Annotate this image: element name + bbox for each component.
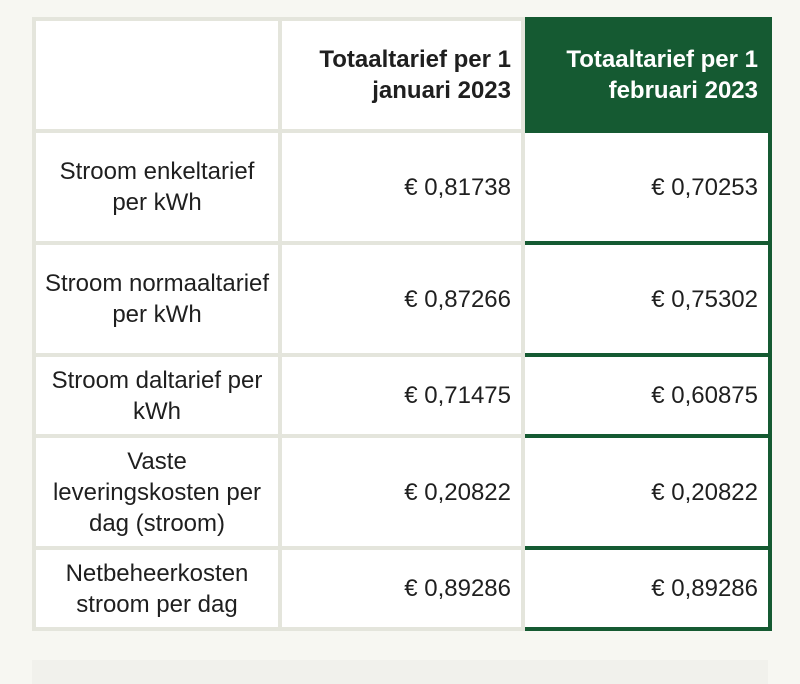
- january-value: € 0,71475: [278, 353, 525, 438]
- tariff-table: Totaaltarief per 1 januari 2023 Totaalta…: [32, 17, 772, 631]
- table-row: Vaste leveringskosten per dag (stroom) €…: [32, 434, 772, 550]
- january-value: € 0,81738: [278, 129, 525, 245]
- row-label: Netbeheerkosten stroom per dag: [32, 546, 282, 631]
- january-value: € 0,89286: [278, 546, 525, 631]
- row-label: Stroom enkeltarief per kWh: [32, 129, 282, 245]
- february-value: € 0,60875: [521, 353, 772, 438]
- january-value: € 0,20822: [278, 434, 525, 550]
- table-row: Stroom enkeltarief per kWh € 0,81738 € 0…: [32, 129, 772, 245]
- header-february: Totaaltarief per 1 februari 2023: [521, 17, 772, 133]
- february-value: € 0,75302: [521, 241, 772, 357]
- table-header-row: Totaaltarief per 1 januari 2023 Totaalta…: [32, 17, 772, 133]
- january-value: € 0,87266: [278, 241, 525, 357]
- february-value: € 0,89286: [521, 546, 772, 631]
- february-value: € 0,20822: [521, 434, 772, 550]
- table-bottom-strip: [32, 660, 768, 684]
- header-january: Totaaltarief per 1 januari 2023: [278, 17, 525, 133]
- table-row: Stroom normaaltarief per kWh € 0,87266 €…: [32, 241, 772, 357]
- header-empty-cell: [32, 17, 282, 133]
- february-value: € 0,70253: [521, 129, 772, 245]
- row-label: Stroom daltarief per kWh: [32, 353, 282, 438]
- table-row: Netbeheerkosten stroom per dag € 0,89286…: [32, 546, 772, 631]
- table-row: Stroom daltarief per kWh € 0,71475 € 0,6…: [32, 353, 772, 438]
- row-label: Vaste leveringskosten per dag (stroom): [32, 434, 282, 550]
- row-label: Stroom normaaltarief per kWh: [32, 241, 282, 357]
